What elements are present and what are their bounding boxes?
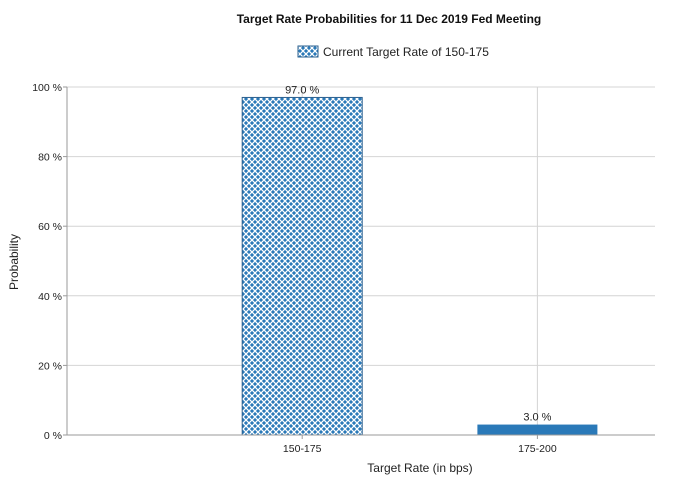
y-tick-label: 80 % [38, 152, 62, 164]
y-tick-label: 20 % [38, 360, 62, 372]
chart-title: Target Rate Probabilities for 11 Dec 201… [237, 12, 542, 26]
axes: 0 % 20 % 40 % 60 % 80 % 100 % 150-175 175-200 [32, 82, 655, 455]
legend-swatch [297, 45, 319, 58]
y-tick-label: 100 % [32, 82, 62, 94]
x-axis-label: Target Rate (in bps) [367, 461, 472, 475]
data-label: 97.0 % [285, 84, 319, 96]
y-tick-label: 40 % [38, 291, 62, 303]
bars: 97.0 % 3.0 % [241, 84, 598, 436]
bar-150-175 [241, 96, 363, 436]
y-tick-label: 60 % [38, 221, 62, 233]
data-label: 3.0 % [523, 412, 551, 424]
legend-label: Current Target Rate of 150-175 [323, 45, 489, 59]
y-axis-label: Probability [7, 234, 21, 290]
legend: Current Target Rate of 150-175 [297, 45, 489, 59]
x-tick-label: 175-200 [518, 443, 557, 455]
y-tick-label: 0 % [44, 430, 62, 442]
x-tick-label: 150-175 [283, 443, 322, 455]
bar-175-200 [477, 424, 598, 435]
